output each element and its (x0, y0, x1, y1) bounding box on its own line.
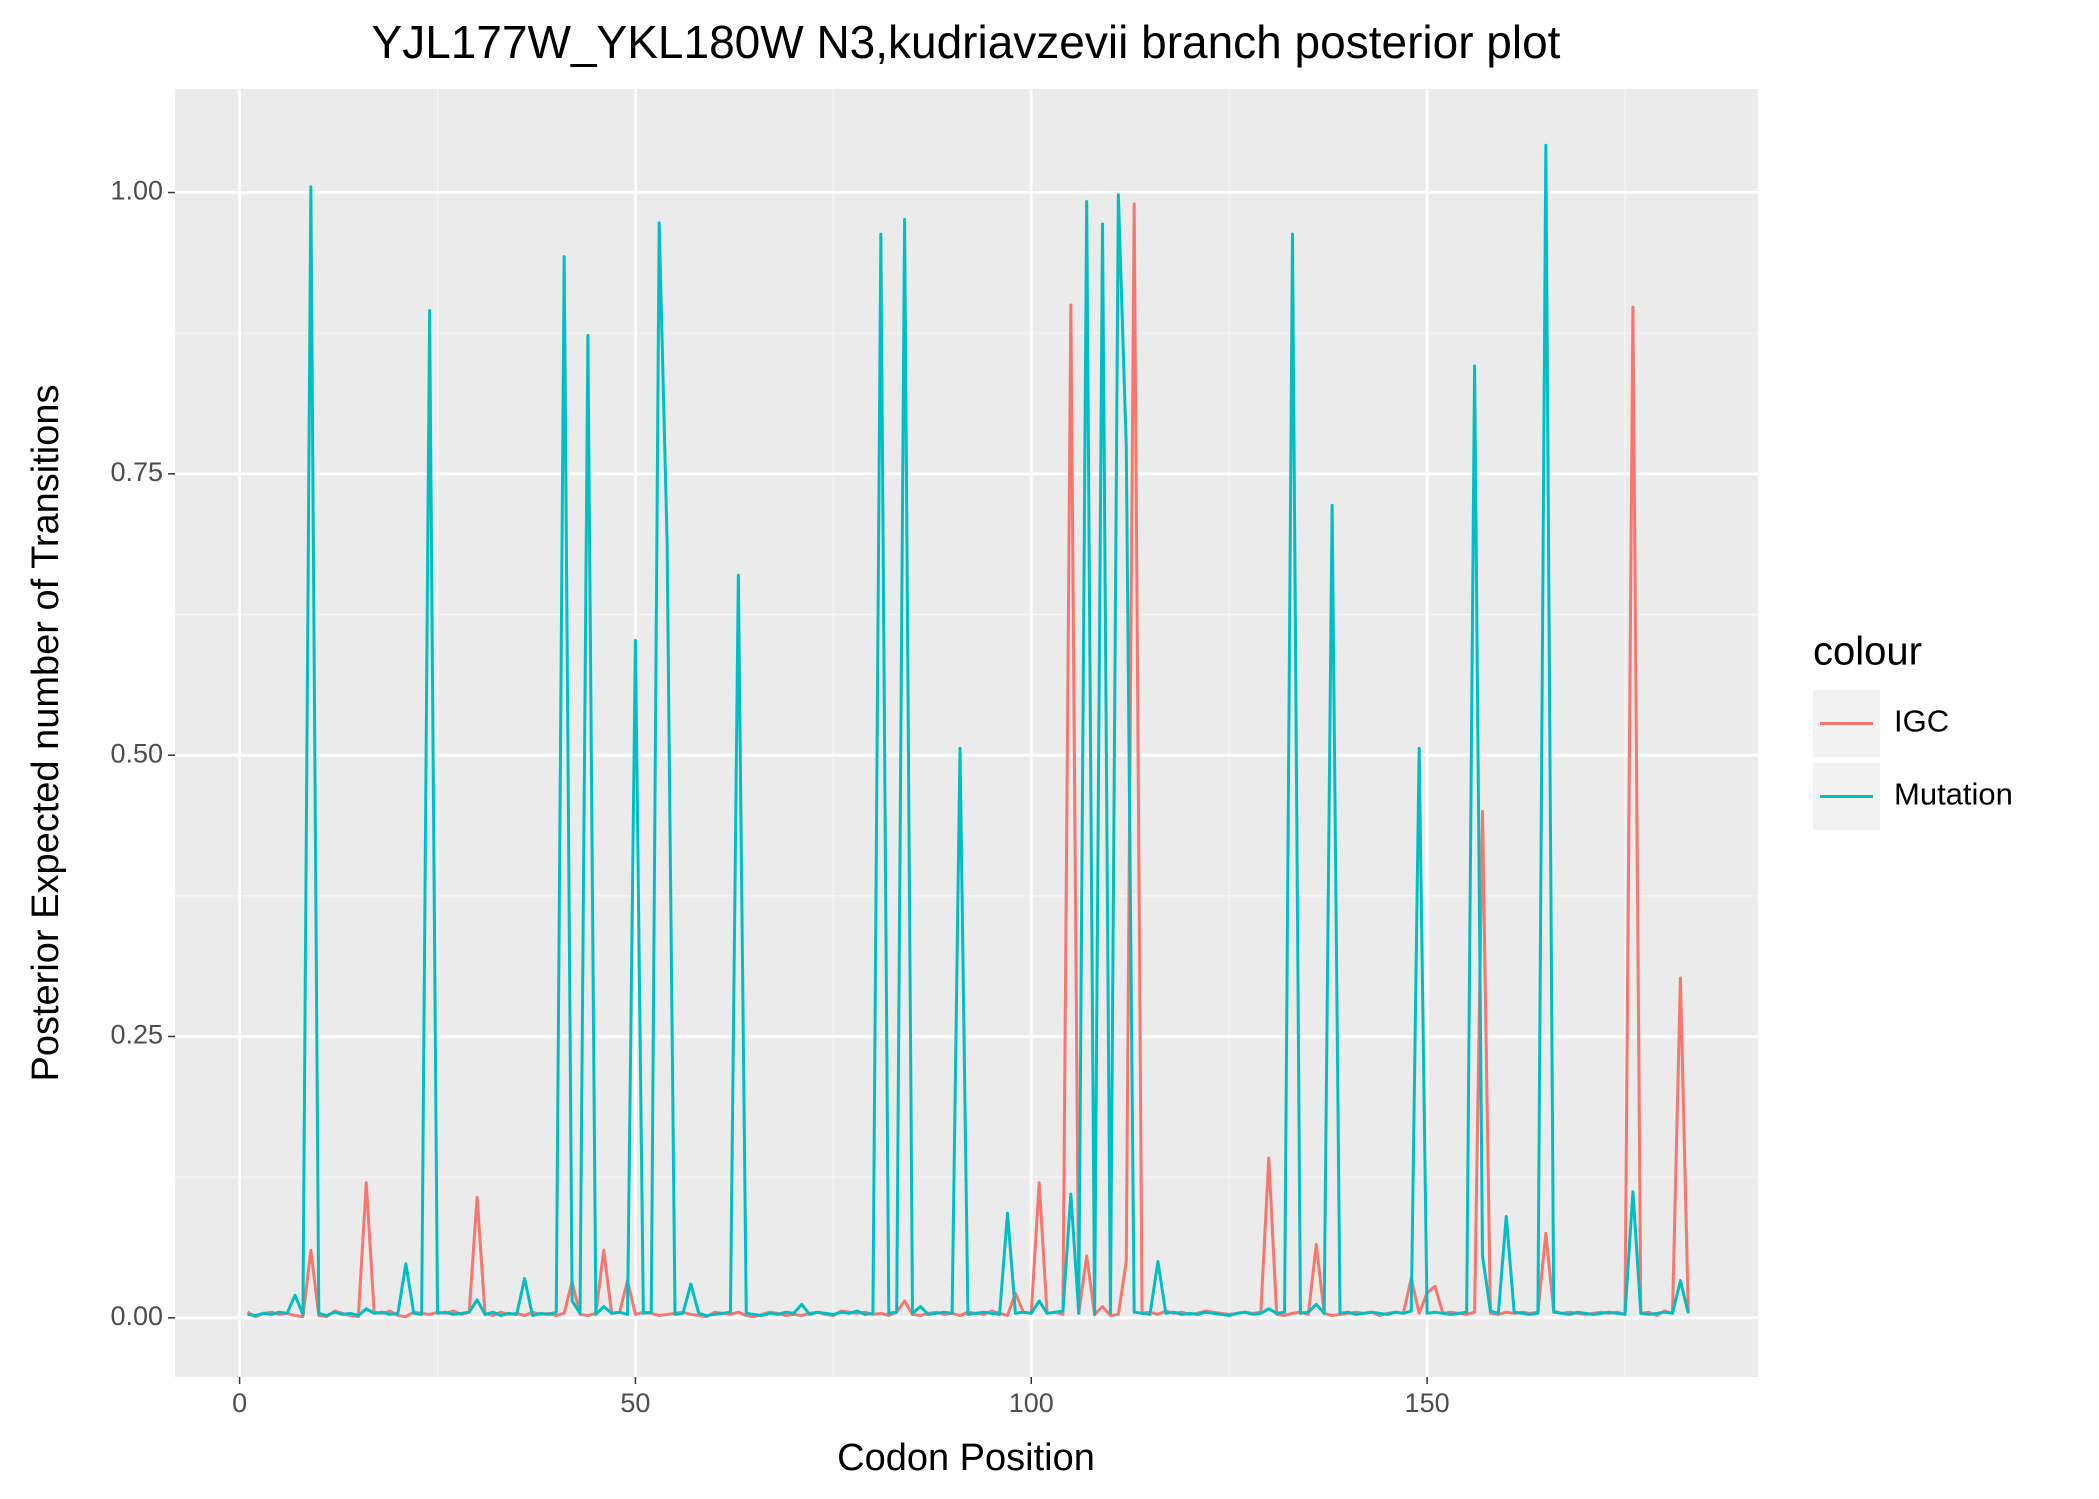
lines (246, 143, 1690, 1319)
x-tick-label: 0 (232, 1388, 247, 1418)
y-axis-label: Posterior Expected number of Transitions (25, 384, 67, 1081)
chart-title: YJL177W_YKL180W N3,kudriavzevii branch p… (372, 16, 1561, 68)
series-line (247, 143, 1690, 1318)
grid (175, 89, 1758, 1377)
y-tick-label: 0.50 (110, 738, 163, 768)
legend-title: colour (1813, 630, 1922, 674)
y-tick-label: 0.00 (110, 1301, 163, 1331)
x-axis-label: Codon Position (837, 1437, 1095, 1479)
legend-label: Mutation (1894, 777, 2013, 812)
legend-label: IGC (1894, 704, 1949, 739)
x-tick-label: 150 (1405, 1388, 1450, 1418)
y-tick-label: 0.25 (110, 1020, 163, 1050)
x-tick-label: 100 (1009, 1388, 1054, 1418)
y-tick-label: 1.00 (110, 176, 163, 206)
legend: colour IGC Mutation (1813, 630, 2013, 830)
x-tick-label: 50 (620, 1388, 650, 1418)
y-tick-label: 0.75 (110, 457, 163, 487)
